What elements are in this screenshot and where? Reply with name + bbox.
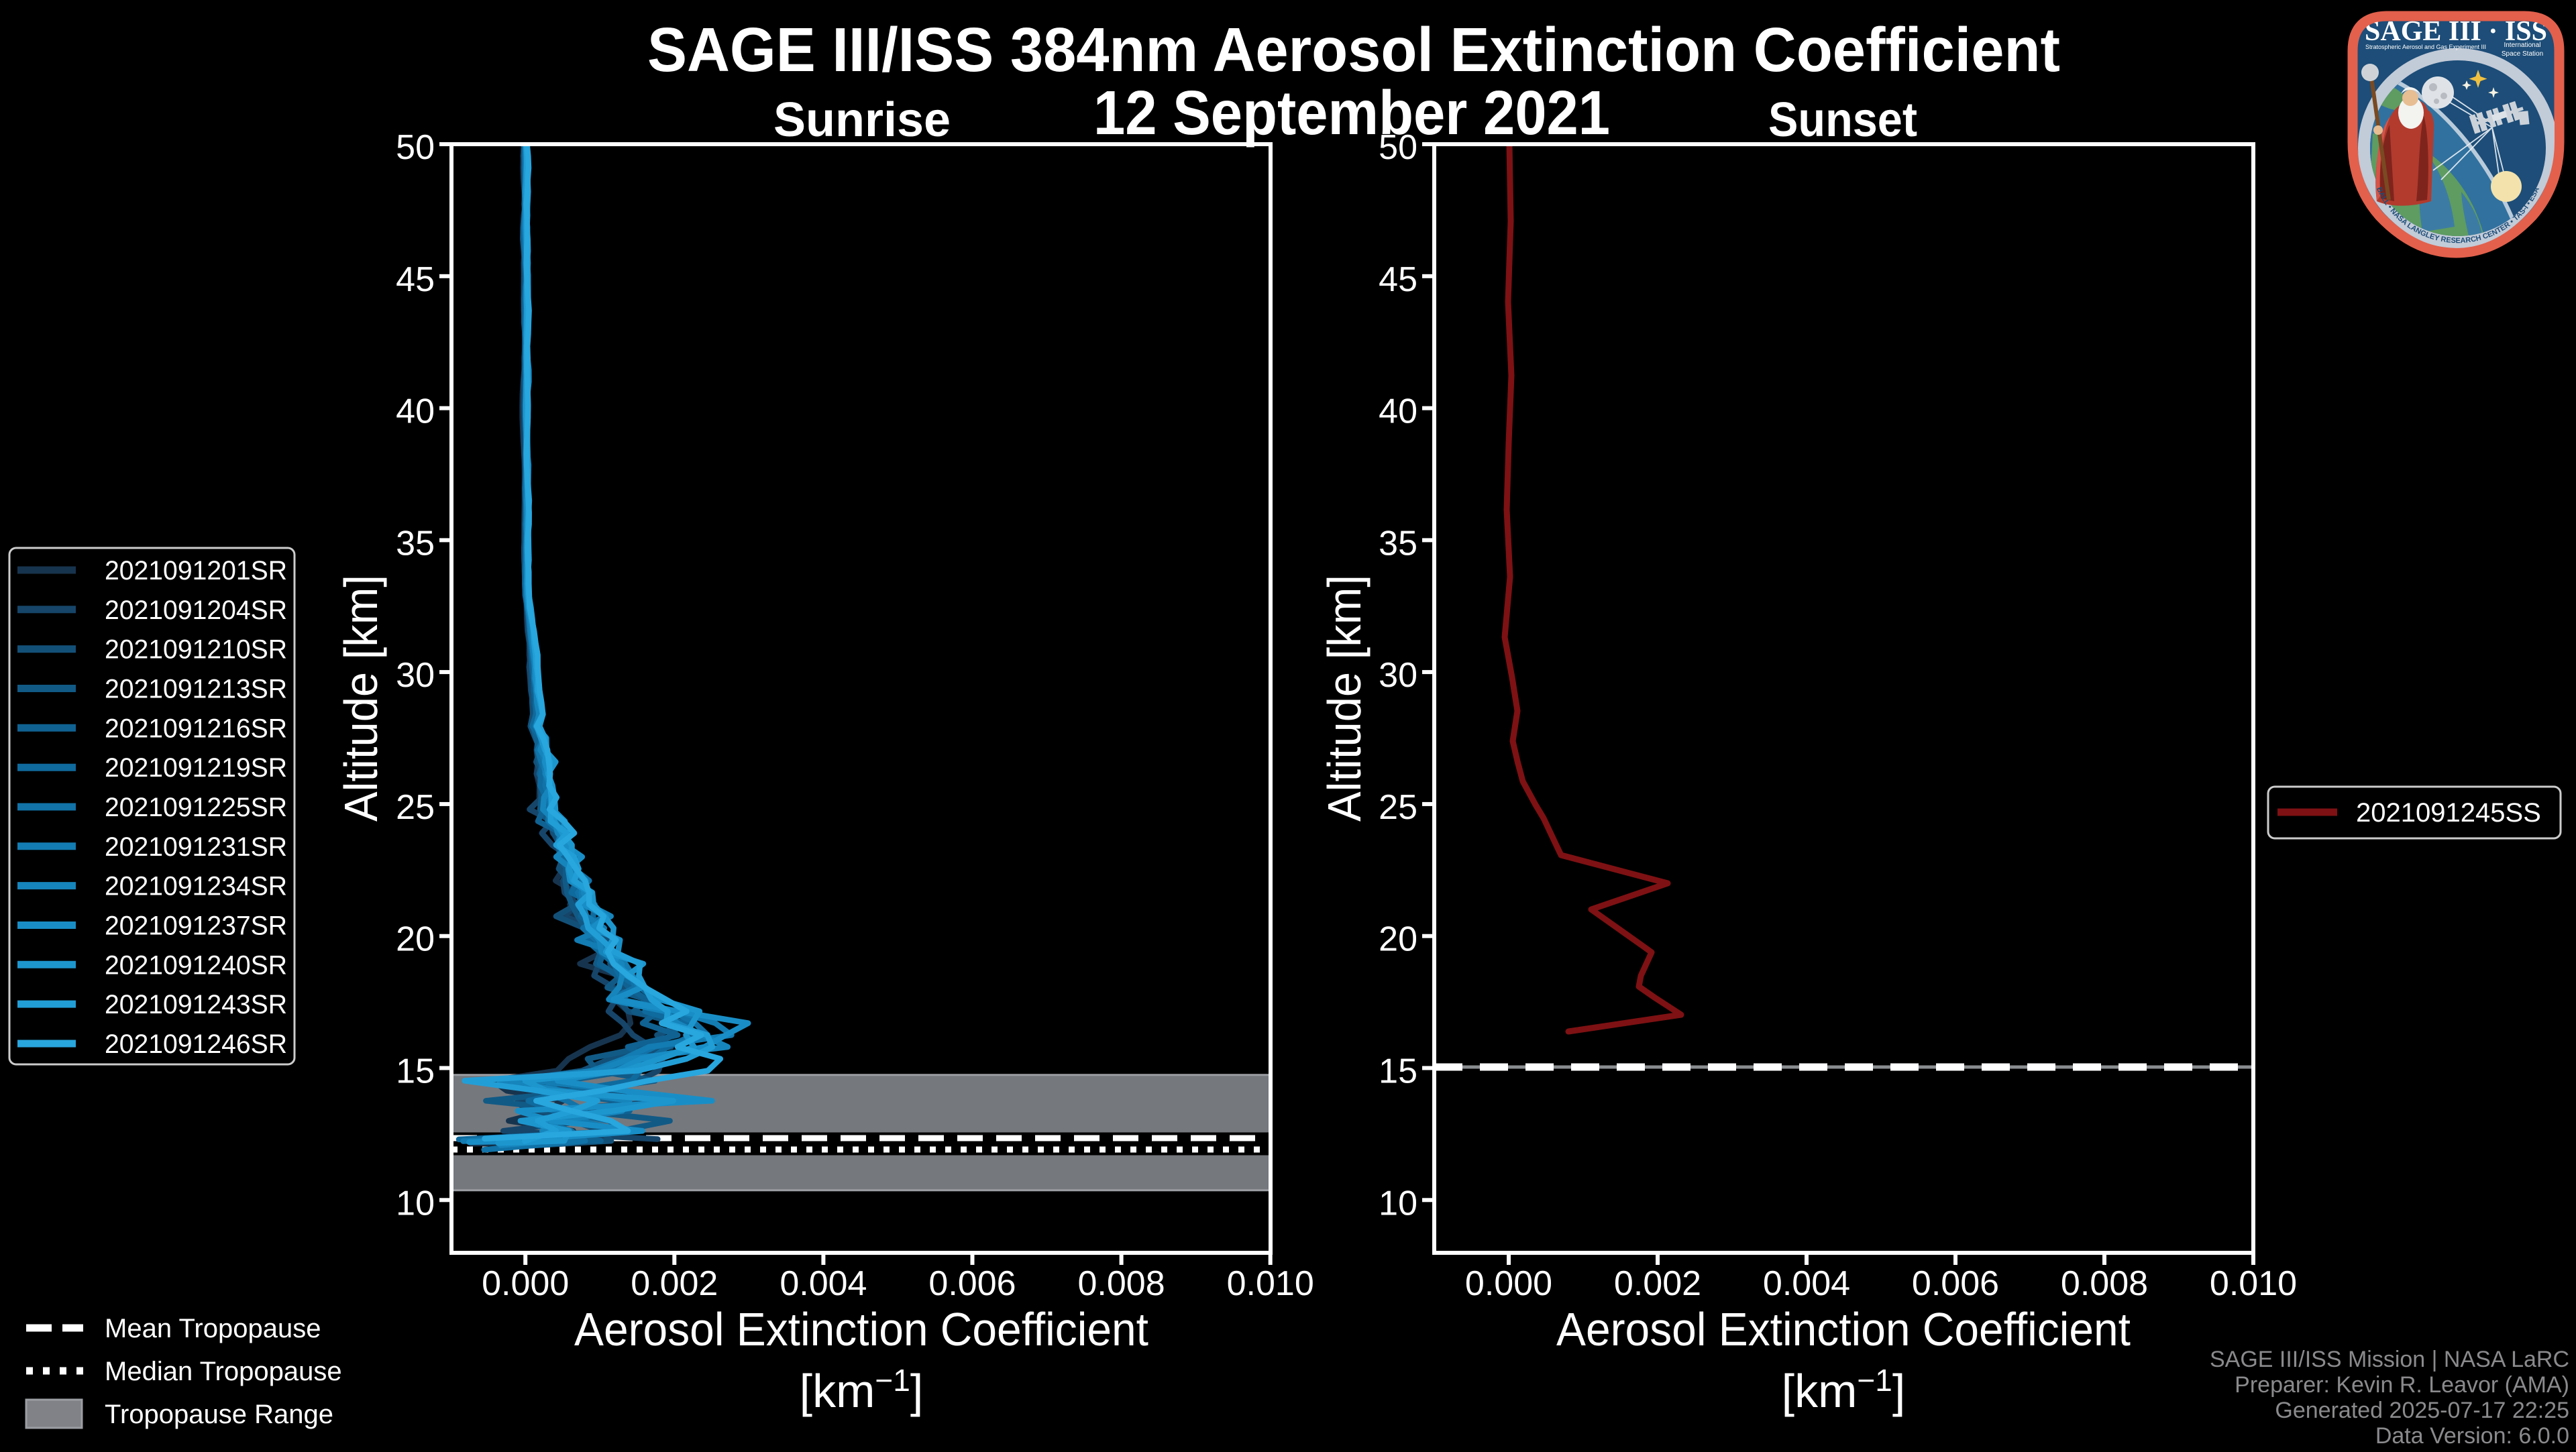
svg-text:40: 40 (1379, 392, 1417, 431)
svg-text:Preparer: Kevin R. Leavor (AMA: Preparer: Kevin R. Leavor (AMA) (2235, 1372, 2569, 1398)
svg-text:50: 50 (396, 128, 435, 167)
svg-text:SAGE III · ISS: SAGE III · ISS (2365, 16, 2547, 47)
svg-text:International: International (2504, 42, 2540, 49)
svg-text:50: 50 (1379, 128, 1417, 167)
svg-text:0.010: 0.010 (1227, 1264, 1314, 1303)
svg-text:Sunset: Sunset (1768, 93, 1917, 147)
svg-text:0.002: 0.002 (1614, 1264, 1701, 1303)
svg-text:0.006: 0.006 (1912, 1264, 1999, 1303)
svg-text:2021091213SR: 2021091213SR (105, 675, 287, 704)
svg-text:Aerosol Extinction Coefficient: Aerosol Extinction Coefficient (1556, 1303, 2131, 1355)
svg-text:45: 45 (396, 260, 435, 299)
svg-text:Space Station: Space Station (2502, 50, 2543, 58)
svg-text:Altitude [km]: Altitude [km] (335, 575, 387, 822)
svg-text:10: 10 (396, 1184, 435, 1223)
svg-text:Tropopause Range: Tropopause Range (105, 1400, 333, 1429)
svg-text:2021091225SR: 2021091225SR (105, 793, 287, 822)
svg-text:0.008: 0.008 (2061, 1264, 2148, 1303)
svg-text:35: 35 (396, 524, 435, 563)
svg-text:Sunrise: Sunrise (773, 93, 951, 147)
svg-text:0.010: 0.010 (2210, 1264, 2297, 1303)
svg-text:2021091219SR: 2021091219SR (105, 753, 287, 783)
svg-text:Aerosol Extinction Coefficient: Aerosol Extinction Coefficient (574, 1303, 1148, 1355)
svg-text:15: 15 (1379, 1052, 1417, 1091)
svg-text:Median Tropopause: Median Tropopause (105, 1357, 342, 1386)
svg-text:0.002: 0.002 (631, 1264, 718, 1303)
svg-text:Generated 2025-07-17 22:25: Generated 2025-07-17 22:25 (2275, 1398, 2569, 1423)
svg-text:2021091243SR: 2021091243SR (105, 990, 287, 1019)
svg-text:20: 20 (396, 920, 435, 959)
svg-text:0.004: 0.004 (1763, 1264, 1850, 1303)
svg-text:2021091240SR: 2021091240SR (105, 950, 287, 980)
svg-text:40: 40 (396, 392, 435, 431)
svg-text:45: 45 (1379, 260, 1417, 299)
svg-text:Mean Tropopause: Mean Tropopause (105, 1314, 321, 1343)
svg-text:Data Version: 6.0.0: Data Version: 6.0.0 (2375, 1423, 2569, 1449)
svg-text:2021091237SR: 2021091237SR (105, 911, 287, 941)
svg-text:0.000: 0.000 (482, 1264, 569, 1303)
svg-text:2021091216SR: 2021091216SR (105, 714, 287, 743)
svg-text:Stratospheric Aerosol and Gas: Stratospheric Aerosol and Gas Experiment… (2365, 44, 2486, 50)
svg-text:0.008: 0.008 (1078, 1264, 1165, 1303)
svg-text:35: 35 (1379, 524, 1417, 563)
svg-text:0.006: 0.006 (928, 1264, 1016, 1303)
svg-text:25: 25 (396, 788, 435, 827)
svg-text:30: 30 (396, 656, 435, 695)
svg-text:12 September 2021: 12 September 2021 (1093, 78, 1610, 148)
svg-text:30: 30 (1379, 656, 1417, 695)
svg-text:0.004: 0.004 (780, 1264, 867, 1303)
svg-text:2021091201SR: 2021091201SR (105, 556, 287, 585)
svg-text:2021091231SR: 2021091231SR (105, 832, 287, 862)
svg-text:2021091210SR: 2021091210SR (105, 635, 287, 665)
svg-text:2021091246SR: 2021091246SR (105, 1029, 287, 1059)
svg-text:25: 25 (1379, 788, 1417, 827)
svg-text:2021091245SS: 2021091245SS (2356, 798, 2541, 828)
svg-text:2021091234SR: 2021091234SR (105, 872, 287, 901)
svg-text:15: 15 (396, 1052, 435, 1091)
svg-text:Altitude [km]: Altitude [km] (1318, 575, 1371, 822)
svg-text:0.000: 0.000 (1465, 1264, 1552, 1303)
svg-text:SAGE III/ISS 384nm Aerosol Ext: SAGE III/ISS 384nm Aerosol Extinction Co… (647, 15, 2060, 85)
svg-text:2021091204SR: 2021091204SR (105, 596, 287, 625)
svg-text:10: 10 (1379, 1184, 1417, 1223)
svg-text:20: 20 (1379, 920, 1417, 959)
svg-text:SAGE III/ISS Mission | NASA La: SAGE III/ISS Mission | NASA LaRC (2210, 1347, 2569, 1372)
